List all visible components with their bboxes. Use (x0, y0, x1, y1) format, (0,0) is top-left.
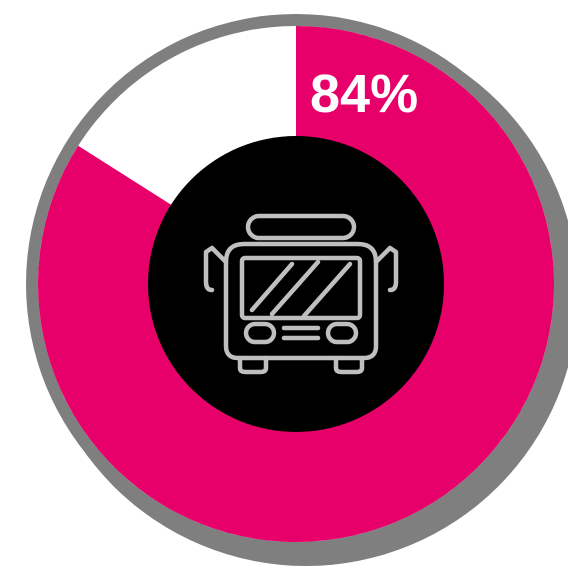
bus-icon (203, 213, 399, 375)
percent-label: 84% (310, 64, 418, 124)
